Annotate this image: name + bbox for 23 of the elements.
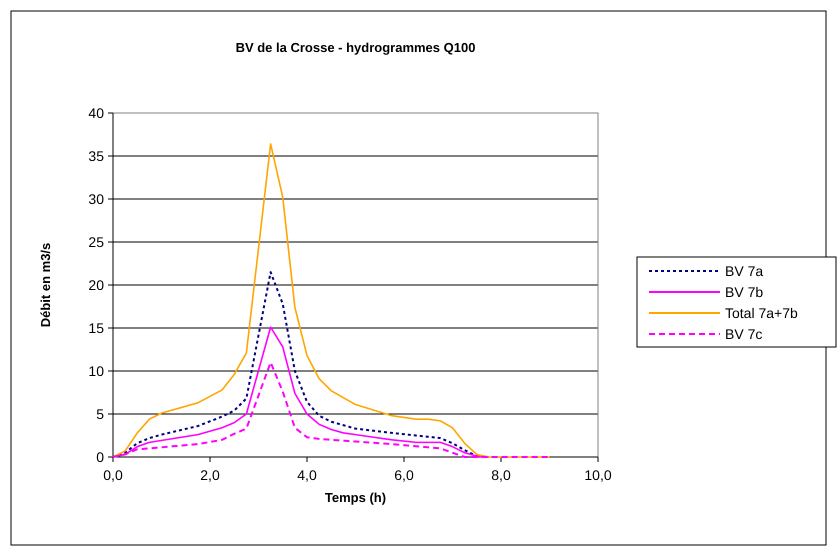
y-tick-label: 0 [96, 448, 104, 465]
x-tick-label: 4,0 [297, 467, 317, 483]
y-tick-label: 40 [88, 104, 104, 121]
x-axis-title: Temps (h) [324, 490, 386, 505]
x-tick-label: 8,0 [491, 467, 511, 483]
text: BV 7b [725, 284, 764, 300]
x-tick-label: 2,0 [200, 467, 220, 483]
text: BV 7c [725, 326, 762, 342]
y-tick-label: 35 [88, 148, 104, 164]
x-tick-label: 0,0 [103, 467, 123, 483]
y-tick-label: 30 [88, 190, 104, 207]
chart-title: BV de la Crosse - hydrogrammes Q100 [236, 40, 476, 55]
y-tick-label: 25 [88, 234, 104, 250]
y-tick-label: 5 [96, 406, 104, 422]
text: BV 7a [725, 262, 764, 279]
y-tick-label: 15 [88, 320, 104, 336]
y-tick-label: 20 [88, 276, 104, 293]
text: Total 7a+7b [725, 304, 798, 321]
y-tick-label: 10 [88, 362, 104, 379]
line-series [112, 143, 550, 458]
y-axis-title: Débit en m3/s [38, 242, 53, 328]
x-tick-label: 10,0 [584, 467, 612, 483]
x-tick-label: 6,0 [394, 467, 414, 483]
